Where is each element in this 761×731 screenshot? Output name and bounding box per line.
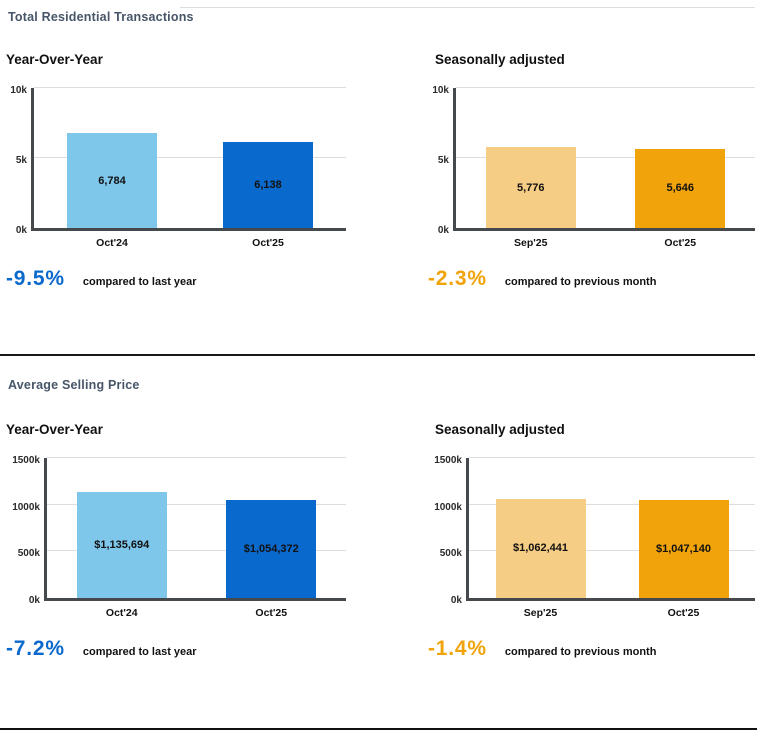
chart-price-yoy: Year-Over-Year 0k 500k 1000k 1500k $1,135,6… xyxy=(6,422,346,661)
section-title: Average Selling Price xyxy=(8,378,140,392)
x-tick-label: Oct'25 xyxy=(667,607,700,619)
chart-transactions-yoy: Year-Over-Year 0k 5k 10k 6,784 6,138 Oct'24… xyxy=(6,52,346,291)
y-tick-label: 0k xyxy=(450,595,462,606)
gridline xyxy=(456,157,755,158)
y-tick-label: 1500k xyxy=(12,455,40,466)
x-tick-label: Oct'25 xyxy=(252,237,284,249)
chart-title: Seasonally adjusted xyxy=(435,52,565,67)
delta: -9.5% compared to last year xyxy=(6,267,346,291)
section-header-price: Average Selling Price xyxy=(0,368,761,392)
bottom-divider xyxy=(0,728,757,730)
x-axis-labels: Oct'24 Oct'25 xyxy=(47,601,346,623)
x-axis-labels: Sep'25 Oct'25 xyxy=(456,231,755,253)
y-tick-label: 1000k xyxy=(434,501,462,513)
bar-value-label: 5,646 xyxy=(666,182,695,195)
delta-percent: -1.4% xyxy=(428,637,487,660)
x-tick-label: Sep'25 xyxy=(523,607,558,619)
bar-value-label: $1,062,441 xyxy=(512,542,569,555)
bar-value-label: $1,054,372 xyxy=(243,542,299,555)
bar-oct24[interactable]: 6,784 xyxy=(67,133,157,228)
delta: -2.3% compared to previous month xyxy=(428,267,755,291)
bar-sep25[interactable]: $1,062,441 xyxy=(495,498,586,598)
section-header-transactions: Total Residential Transactions xyxy=(0,0,761,24)
bar-value-label: 6,138 xyxy=(254,179,282,192)
plot-area: 0k 500k 1000k 1500k $1,062,441 $1,047,140 xyxy=(428,455,755,606)
y-tick-label: 5k xyxy=(15,155,27,166)
y-tick-label: 10k xyxy=(432,85,449,96)
y-axis: 0k 500k 1000k 1500k xyxy=(6,455,44,606)
y-tick-label: 0k xyxy=(15,225,27,236)
delta-percent: -2.3% xyxy=(428,267,487,290)
plot-area: 0k 5k 10k 5,776 5,646 xyxy=(428,85,755,236)
x-tick-label: Sep'25 xyxy=(514,237,548,249)
delta-caption: compared to last year xyxy=(82,646,197,658)
y-tick-label: 1500k xyxy=(434,455,462,466)
bar-oct24[interactable]: $1,135,694 xyxy=(76,492,167,598)
y-tick-label: 0k xyxy=(437,225,449,236)
bar-oct25[interactable]: $1,047,140 xyxy=(638,500,729,598)
gridline xyxy=(34,157,346,158)
price-charts-row: Year-Over-Year 0k 500k 1000k 1500k $1,135,6… xyxy=(0,422,761,661)
chart-title: Year-Over-Year xyxy=(6,422,103,437)
y-axis: 0k 5k 10k xyxy=(6,85,31,236)
bar-oct25[interactable]: 5,646 xyxy=(635,148,726,228)
gridline xyxy=(456,87,755,88)
chart-transactions-seasonal: Seasonally adjusted 0k 5k 10k 5,776 5,646 S… xyxy=(428,52,755,291)
section-title: Total Residential Transactions xyxy=(8,10,194,24)
delta-percent: -7.2% xyxy=(6,637,65,660)
x-axis-labels: Oct'24 Oct'25 xyxy=(34,231,346,253)
y-axis: 0k 500k 1000k 1500k xyxy=(428,455,466,606)
bar-value-label: 6,784 xyxy=(98,174,126,187)
bar-value-label: $1,047,140 xyxy=(655,543,712,556)
y-tick-label: 1000k xyxy=(12,501,40,513)
chart-title: Year-Over-Year xyxy=(6,52,103,67)
plot: $1,062,441 $1,047,140 xyxy=(466,457,755,601)
plot: $1,135,694 $1,054,372 xyxy=(44,457,346,601)
plot: 6,784 6,138 xyxy=(31,87,346,231)
gridline xyxy=(469,503,755,505)
chart-title: Seasonally adjusted xyxy=(435,422,565,437)
delta-percent: -9.5% xyxy=(6,267,65,290)
x-tick-label: Oct'25 xyxy=(664,237,697,249)
bar-oct25[interactable]: 6,138 xyxy=(223,142,313,228)
x-tick-label: Oct'24 xyxy=(105,607,138,619)
x-axis-labels: Sep'25 Oct'25 xyxy=(469,601,755,623)
x-tick-label: Oct'25 xyxy=(255,607,288,619)
header-divider-line xyxy=(180,7,755,8)
bar-value-label: 5,776 xyxy=(516,181,545,194)
gridline xyxy=(469,550,755,552)
bar-oct25[interactable]: $1,054,372 xyxy=(226,499,317,598)
chart-price-seasonal: Seasonally adjusted 0k 500k 1000k 1500k $1,… xyxy=(428,422,755,661)
delta-caption: compared to previous month xyxy=(504,646,657,658)
transactions-charts-row: Year-Over-Year 0k 5k 10k 6,784 6,138 Oct'24… xyxy=(0,52,761,291)
y-tick-label: 500k xyxy=(17,548,40,560)
gridline xyxy=(469,457,755,458)
delta-caption: compared to last year xyxy=(82,276,197,288)
plot-area: 0k 5k 10k 6,784 6,138 xyxy=(6,85,346,236)
y-axis: 0k 5k 10k xyxy=(428,85,453,236)
gridline xyxy=(34,87,346,88)
delta-caption: compared to previous month xyxy=(504,276,657,288)
section-divider xyxy=(0,354,755,356)
y-tick-label: 10k xyxy=(10,85,27,96)
gridline xyxy=(47,457,346,458)
bar-sep25[interactable]: 5,776 xyxy=(485,147,576,228)
y-tick-label: 5k xyxy=(437,155,449,166)
y-tick-label: 0k xyxy=(28,595,40,606)
gridline xyxy=(47,550,346,552)
y-tick-label: 500k xyxy=(439,548,462,560)
bar-value-label: $1,135,694 xyxy=(94,539,150,551)
plot: 5,776 5,646 xyxy=(453,87,755,231)
gridline xyxy=(47,503,346,505)
plot-area: 0k 500k 1000k 1500k $1,135,694 $1,054,372 xyxy=(6,455,346,606)
delta: -1.4% compared to previous month xyxy=(428,637,755,661)
x-tick-label: Oct'24 xyxy=(96,237,128,249)
delta: -7.2% compared to last year xyxy=(6,637,346,661)
